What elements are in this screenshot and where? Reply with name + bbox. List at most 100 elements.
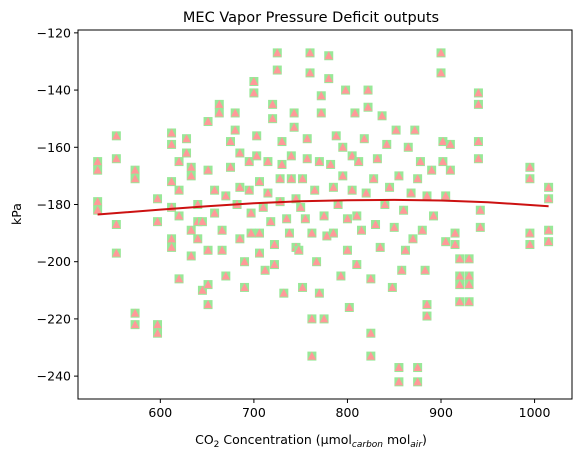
point-triangle-marker (187, 251, 196, 260)
point-triangle-marker (210, 208, 219, 217)
data-point (328, 182, 338, 192)
point-triangle-marker (366, 274, 376, 283)
data-point (268, 99, 278, 109)
point-triangle-marker (305, 68, 315, 77)
data-point (525, 228, 535, 238)
point-triangle-marker (319, 211, 329, 220)
data-point (420, 265, 430, 275)
point-triangle-marker (324, 51, 333, 60)
data-point (380, 199, 390, 209)
point-triangle-marker (438, 137, 448, 146)
data-point (277, 159, 287, 169)
data-point (260, 265, 270, 275)
point-triangle-marker (301, 214, 310, 223)
data-point (197, 285, 207, 295)
point-triangle-marker (245, 157, 254, 166)
point-triangle-marker (263, 188, 273, 197)
point-triangle-marker (203, 245, 213, 254)
point-triangle-marker (410, 125, 420, 134)
data-point (186, 162, 196, 172)
data-point (413, 377, 423, 387)
data-point (394, 171, 404, 181)
point-triangle-marker (422, 191, 432, 200)
data-point (450, 228, 460, 238)
point-triangle-marker (273, 48, 282, 57)
data-point (441, 191, 451, 201)
data-point (394, 377, 404, 387)
data-point (473, 137, 483, 147)
point-triangle-marker (167, 177, 176, 186)
y-tick-label: −220 (37, 311, 71, 326)
point-triangle-marker (360, 134, 369, 143)
point-triangle-marker (382, 139, 391, 148)
data-point (331, 131, 341, 141)
point-triangle-marker (310, 185, 319, 194)
point-triangle-marker (198, 285, 207, 294)
data-point (413, 363, 423, 373)
point-triangle-marker (429, 211, 438, 220)
data-point (214, 108, 224, 118)
x-axis-label-prefix: CO (195, 432, 214, 447)
point-triangle-marker (303, 134, 312, 143)
data-point (525, 174, 535, 184)
data-point (203, 280, 213, 290)
point-triangle-marker (388, 282, 397, 291)
point-triangle-marker (268, 114, 277, 123)
point-triangle-marker (249, 88, 259, 97)
data-point (252, 131, 262, 141)
data-point (266, 217, 276, 227)
point-triangle-marker (377, 111, 387, 120)
point-triangle-marker (93, 197, 102, 206)
data-point (240, 257, 250, 267)
data-point (203, 117, 213, 127)
point-triangle-marker (329, 182, 338, 191)
point-triangle-marker (464, 254, 474, 263)
point-triangle-marker (544, 237, 553, 246)
point-triangle-marker (394, 363, 404, 372)
point-triangle-marker (273, 65, 282, 74)
point-triangle-marker (371, 220, 380, 229)
data-point (272, 48, 282, 58)
data-point (544, 225, 554, 235)
point-triangle-marker (315, 157, 324, 166)
x-tick-label: 600 (148, 405, 172, 420)
point-triangle-marker (416, 157, 425, 166)
data-point (263, 188, 273, 198)
data-point (93, 157, 103, 167)
data-point (436, 68, 446, 78)
data-point (307, 314, 317, 324)
data-point (111, 248, 121, 258)
data-point (255, 177, 265, 187)
data-point (298, 174, 308, 184)
point-triangle-marker (245, 185, 254, 194)
point-triangle-marker (240, 257, 249, 266)
data-point (268, 114, 278, 124)
point-triangle-marker (312, 257, 321, 266)
point-triangle-marker (391, 125, 401, 134)
data-point (445, 139, 455, 149)
point-triangle-marker (307, 228, 317, 237)
data-point (403, 142, 413, 152)
y-tick-label: −200 (37, 254, 71, 269)
data-point (305, 68, 315, 78)
data-point (217, 245, 227, 255)
data-point (298, 282, 308, 292)
data-point (427, 165, 437, 175)
point-triangle-marker (336, 271, 346, 280)
y-tick-label: −120 (37, 25, 71, 40)
point-triangle-marker (436, 48, 446, 57)
data-point (312, 257, 322, 267)
point-triangle-marker (252, 151, 261, 160)
data-point (289, 122, 299, 132)
point-triangle-marker (215, 99, 224, 108)
data-point (342, 214, 352, 224)
data-point (153, 320, 163, 330)
data-point (249, 88, 259, 98)
point-triangle-marker (397, 265, 406, 274)
data-point (186, 251, 196, 261)
data-point (408, 234, 418, 244)
point-triangle-marker (438, 157, 448, 166)
x-axis-label: CO2 Concentration (µmolcarbon molair) (195, 432, 427, 450)
data-point (310, 185, 320, 195)
